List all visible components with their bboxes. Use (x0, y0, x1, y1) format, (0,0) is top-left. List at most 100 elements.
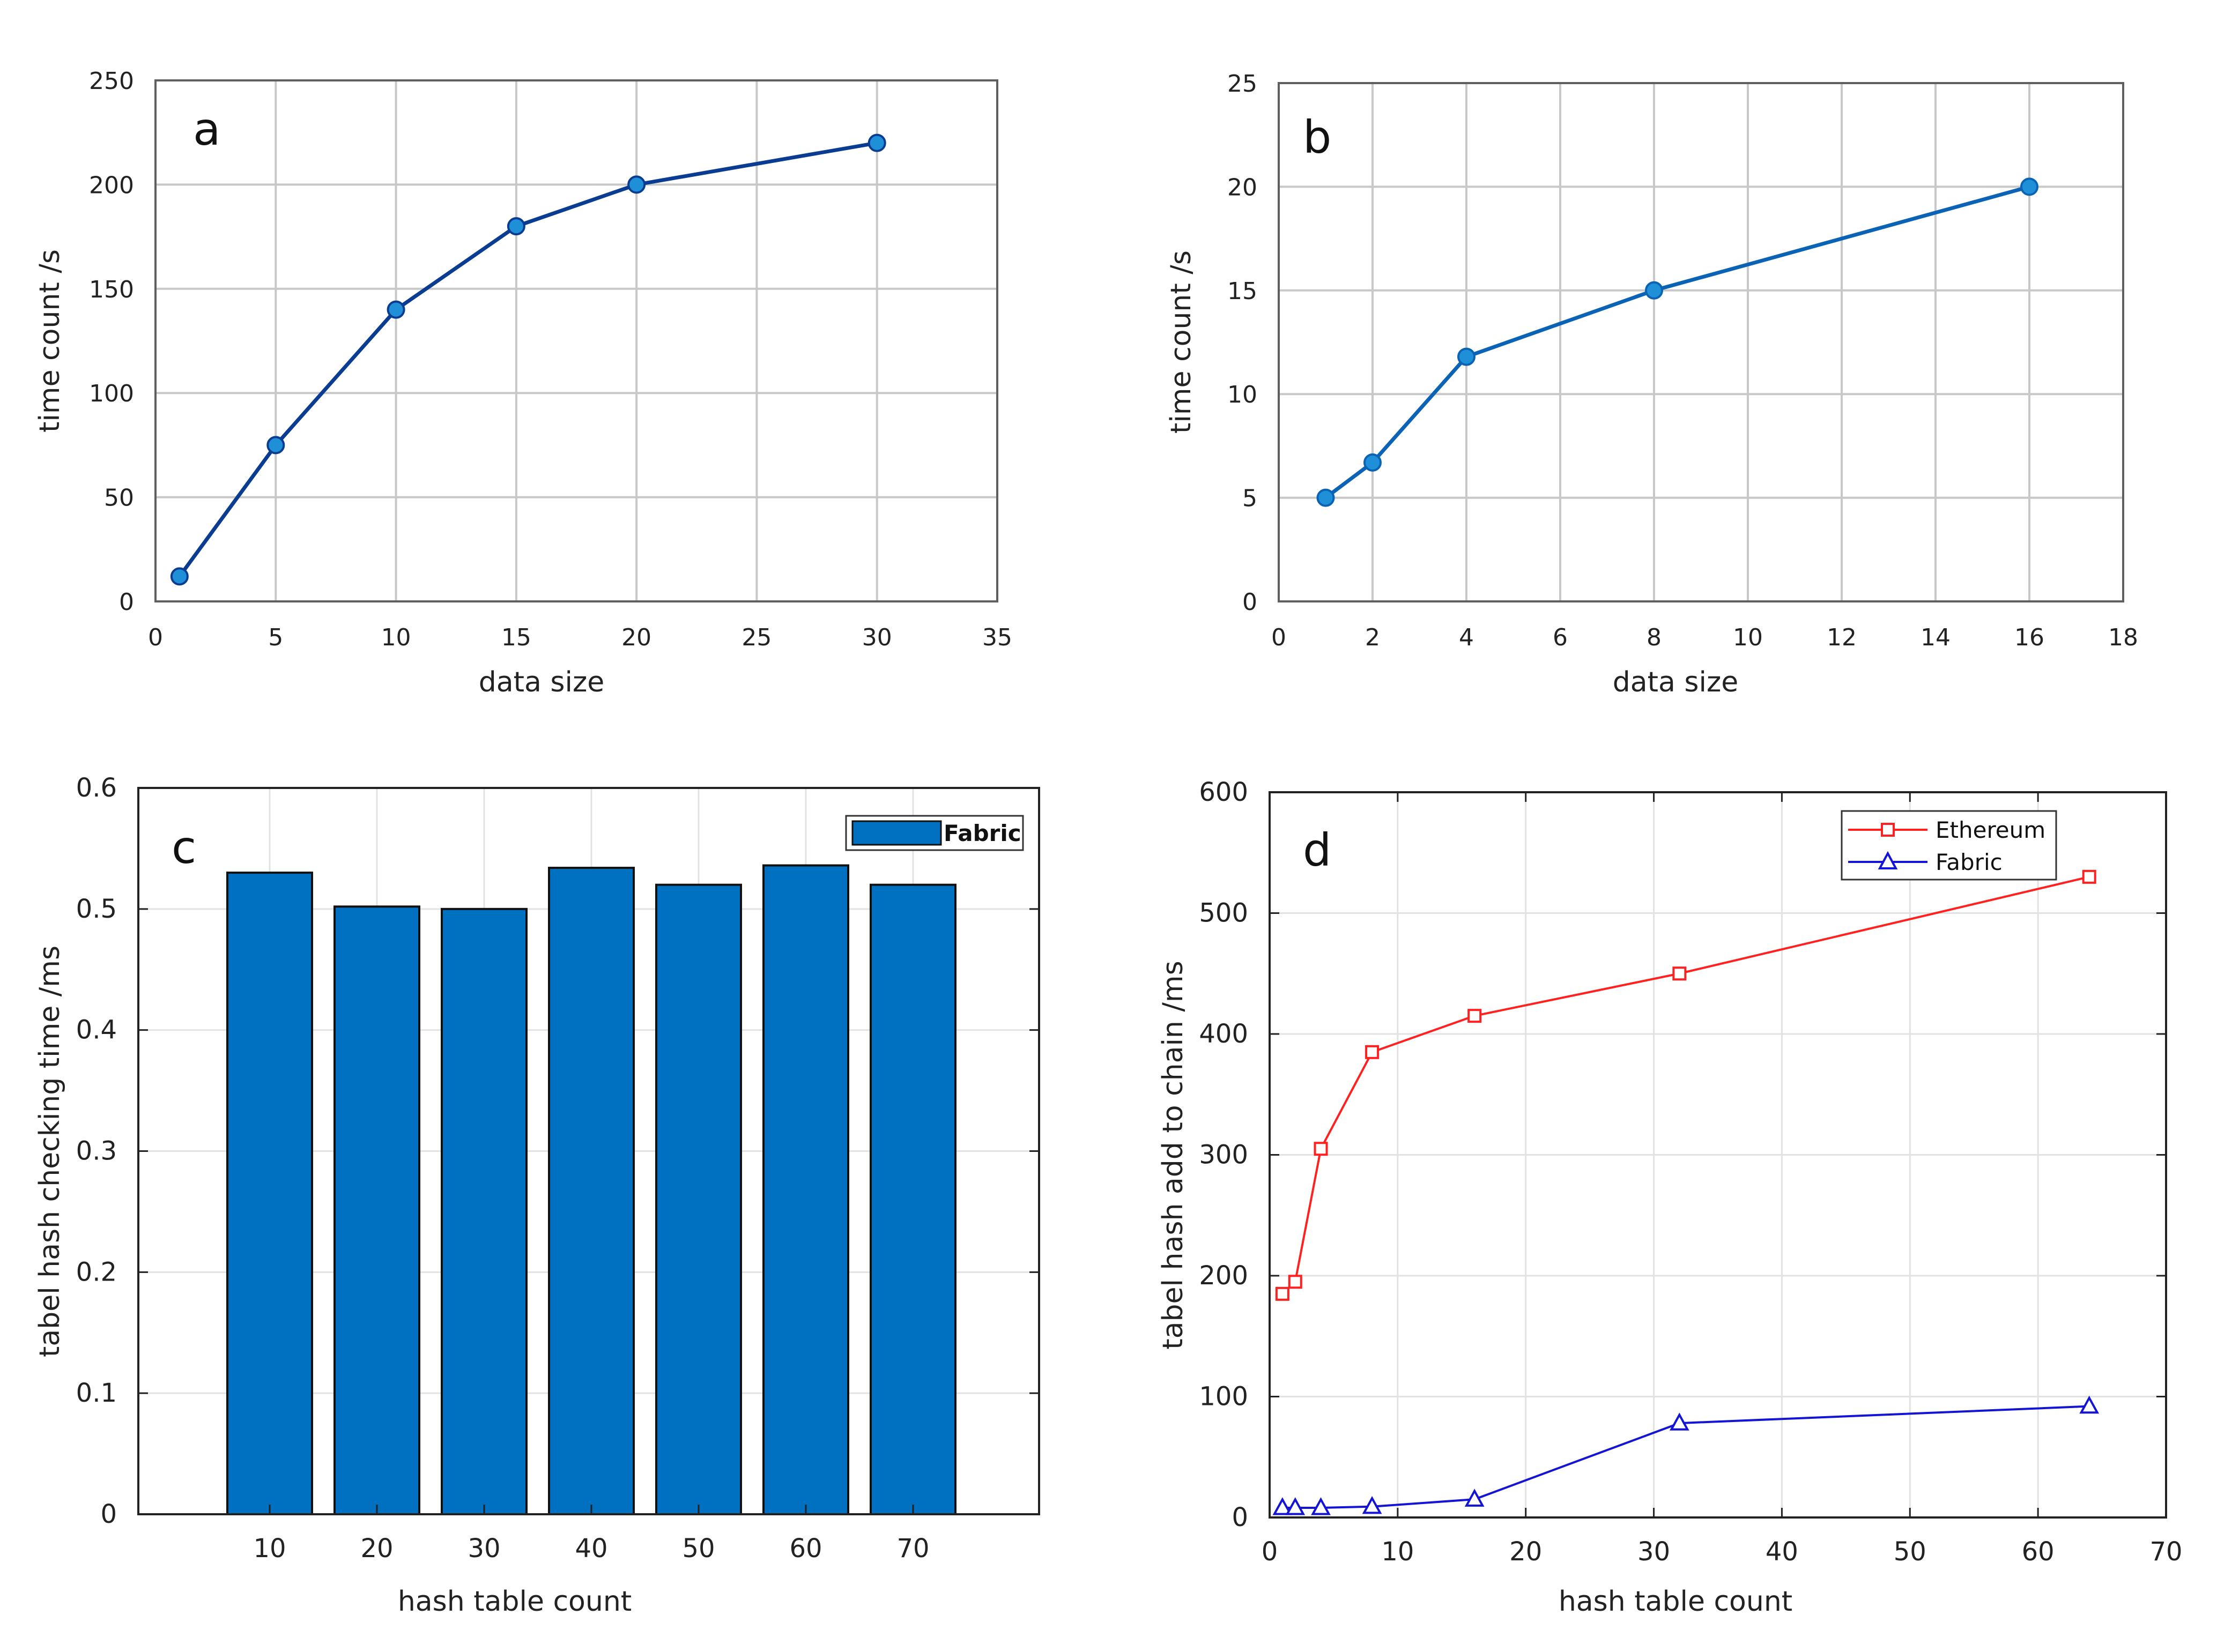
data-point-d-Ethereum (1288, 1275, 1302, 1289)
y-tick-label-d: 300 (1199, 1140, 1248, 1170)
x-axis-label-c: hash table count (398, 1586, 632, 1618)
y-tick-label-b: 0 (1242, 589, 1257, 616)
data-point-d-Fabric (2079, 1395, 2100, 1414)
x-tick-label-b: 14 (1921, 624, 1951, 651)
x-tick-label-a: 30 (862, 624, 892, 651)
data-point-b-data (2020, 177, 2038, 196)
y-tick-label-c: 0.4 (76, 1015, 117, 1045)
y-tick-label-d: 200 (1199, 1261, 1248, 1291)
chart-panel-d: 0 10 20 30 40 50 60 70 0 100 200 300 400 500 600 d ha… (1157, 777, 2183, 1618)
data-point-d-Fabric (1362, 1495, 1382, 1514)
bar-c-50 (655, 883, 742, 1515)
data-point-a-data (627, 175, 646, 194)
y-tick-label-c: 0.5 (76, 894, 117, 924)
y-axis-label-c: tabel hash checking time /ms (34, 946, 66, 1357)
y-axis-label-a: time count /s (34, 249, 66, 433)
x-tick-label-c: 70 (896, 1534, 929, 1564)
x-tick-label-a: 10 (381, 624, 411, 651)
bar-c-20 (333, 905, 420, 1515)
y-tick-label-a: 50 (104, 485, 134, 512)
x-tick-label-b: 12 (1827, 624, 1857, 651)
y-tick-label-c: 0.1 (76, 1378, 117, 1408)
y-tick-label-c: 0.6 (76, 773, 117, 803)
y-tick-label-d: 0 (1232, 1502, 1248, 1532)
x-tick-label-b: 6 (1553, 624, 1568, 651)
y-tick-label-a: 100 (89, 380, 134, 407)
data-point-d-Fabric (1272, 1497, 1293, 1515)
data-point-a-data (507, 217, 525, 236)
x-tick-label-c: 40 (575, 1534, 607, 1564)
x-tick-label-d: 60 (2022, 1537, 2055, 1567)
y-tick-label-a: 250 (89, 68, 134, 95)
x-tick-label-b: 0 (1271, 624, 1286, 651)
y-tick-label-a: 0 (119, 589, 134, 616)
data-point-d-Ethereum (1672, 966, 1687, 981)
x-tick-label-d: 40 (1766, 1537, 1798, 1567)
y-tick-label-b: 20 (1227, 174, 1257, 201)
y-tick-label-a: 200 (89, 172, 134, 199)
x-tick-label-d: 50 (1894, 1537, 1926, 1567)
chart-panel-c: 10 20 30 40 50 60 70 0 0.1 0.2 0.3 0.4 0.5 0.6 c has… (34, 773, 1040, 1618)
legend-label-c-Fabric: Fabric (944, 820, 1021, 846)
x-tick-label-a: 15 (501, 624, 531, 651)
data-point-a-data (170, 567, 189, 586)
x-tick-label-c: 20 (360, 1534, 393, 1564)
y-tick-label-c: 0.3 (76, 1136, 117, 1166)
legend-swatch-c-Fabric (851, 820, 942, 846)
x-tick-label-d: 0 (1262, 1537, 1278, 1567)
legend-label-d-Ethereum: Ethereum (1936, 817, 2045, 843)
x-tick-label-d: 10 (1381, 1537, 1414, 1567)
x-axis-label-d: hash table count (1559, 1586, 1792, 1618)
y-tick-label-d: 600 (1199, 777, 1248, 807)
x-tick-label-a: 25 (742, 624, 772, 651)
data-point-b-data (1363, 453, 1382, 472)
data-point-a-data (867, 133, 886, 152)
data-point-d-Fabric (1285, 1497, 1306, 1515)
x-tick-label-a: 20 (621, 624, 651, 651)
x-tick-label-b: 4 (1459, 624, 1474, 651)
x-tick-label-b: 18 (2108, 624, 2138, 651)
data-point-b-data (1316, 488, 1335, 507)
data-point-b-data (1645, 281, 1663, 300)
y-tick-label-b: 10 (1227, 381, 1257, 408)
data-point-b-data (1457, 347, 1475, 366)
data-point-d-Ethereum (1275, 1286, 1289, 1301)
y-tick-label-d: 500 (1199, 898, 1248, 928)
x-axis-label-b: data size (1613, 666, 1738, 698)
panel-label-b: b (1303, 111, 1331, 163)
bar-c-60 (762, 864, 849, 1515)
y-tick-label-c: 0 (100, 1499, 117, 1529)
data-point-d-Ethereum (1314, 1142, 1328, 1156)
bar-c-30 (441, 907, 528, 1515)
legend-box-d (1841, 810, 2057, 881)
panel-label-d: d (1303, 824, 1331, 876)
data-point-a-data (266, 436, 285, 455)
data-point-d-Fabric (1669, 1412, 1689, 1431)
y-tick-label-b: 15 (1227, 278, 1257, 305)
legend-marker-d-Ethereum (1881, 823, 1895, 837)
data-point-d-Ethereum (1365, 1045, 1380, 1059)
y-tick-label-b: 5 (1242, 485, 1257, 512)
x-tick-label-b: 16 (2014, 624, 2044, 651)
x-tick-label-d: 70 (2149, 1537, 2182, 1567)
data-point-d-Ethereum (2082, 869, 2096, 884)
data-point-a-data (387, 300, 405, 319)
x-tick-label-c: 30 (468, 1534, 500, 1564)
x-axis-label-a: data size (479, 666, 604, 698)
bar-c-70 (870, 883, 957, 1515)
x-tick-label-a: 5 (268, 624, 283, 651)
x-tick-label-c: 10 (253, 1534, 286, 1564)
series-line-a-data (178, 141, 878, 578)
y-axis-label-b: time count /s (1165, 250, 1197, 434)
data-point-d-Fabric (1464, 1489, 1485, 1507)
x-tick-label-b: 10 (1733, 624, 1763, 651)
x-tick-label-d: 20 (1509, 1537, 1542, 1567)
data-point-d-Fabric (1311, 1497, 1331, 1515)
chart-panel-b: 0 2 4 6 8 10 12 14 16 18 0 5 10 15 20 25 b data size t… (1165, 70, 2138, 698)
x-tick-label-b: 2 (1365, 624, 1380, 651)
y-tick-label-d: 100 (1199, 1382, 1248, 1412)
y-tick-label-a: 150 (89, 276, 134, 303)
y-tick-label-d: 400 (1199, 1019, 1248, 1049)
legend-label-d-Fabric: Fabric (1936, 849, 2003, 875)
